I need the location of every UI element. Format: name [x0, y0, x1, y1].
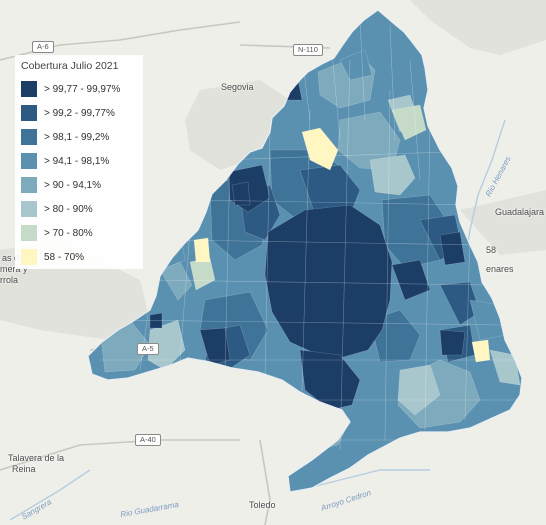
map-legend: Cobertura Julio 2021 > 99,77 - 99,97% > 9… — [15, 55, 143, 269]
municipality-area[interactable] — [339, 49, 373, 81]
place-label-rrola: rrola — [0, 275, 19, 285]
road-shield-a40: A-40 — [135, 434, 161, 446]
legend-label: > 70 - 80% — [44, 227, 93, 239]
municipality-borders — [100, 19, 520, 461]
legend-item: > 80 - 90% — [21, 197, 137, 221]
municipality-area[interactable] — [471, 339, 491, 363]
legend-item: > 70 - 80% — [21, 221, 137, 245]
municipality-area[interactable] — [489, 349, 521, 386]
municipality-area[interactable] — [439, 329, 466, 356]
municipality-area[interactable] — [391, 259, 431, 301]
municipality-area[interactable] — [264, 204, 393, 359]
legend-swatch — [21, 105, 37, 121]
municipality-area[interactable] — [193, 237, 211, 263]
place-label-mera: mera y — [0, 264, 28, 274]
municipality-area[interactable] — [391, 104, 427, 141]
place-label-talavera: Talavera de la — [8, 453, 65, 463]
place-label-talavera-2: Reina — [12, 464, 36, 474]
place-label-toledo: Toledo — [249, 500, 276, 510]
place-label-58: 58 — [486, 245, 497, 255]
legend-swatch — [21, 201, 37, 217]
legend-swatch — [21, 153, 37, 169]
road-shield-a6: A-6 — [32, 41, 54, 53]
road-shield-n110: N-110 — [293, 44, 323, 56]
legend-label: > 94,1 - 98,1% — [44, 155, 110, 167]
municipality-area[interactable] — [199, 327, 231, 366]
legend-label: > 99,2 - 99,77% — [44, 107, 115, 119]
municipality-area[interactable] — [147, 319, 186, 371]
place-label-segovia: Segovia — [221, 82, 254, 92]
legend-swatch — [21, 177, 37, 193]
municipality-area[interactable] — [369, 154, 416, 196]
legend-item: 58 - 70% — [21, 245, 137, 269]
legend-item: > 99,2 - 99,77% — [21, 101, 137, 125]
legend-swatch — [21, 225, 37, 241]
legend-title: Cobertura Julio 2021 — [21, 60, 119, 72]
legend-swatch — [21, 249, 37, 265]
legend-item: > 90 - 94,1% — [21, 173, 137, 197]
place-label-as-de: as de — [2, 253, 25, 263]
municipality-area[interactable] — [231, 181, 251, 206]
legend-label: 58 - 70% — [44, 251, 85, 263]
place-label-henares: enares — [486, 264, 514, 274]
legend-item: > 98,1 - 99,2% — [21, 125, 137, 149]
place-label-guadalajara: Guadalajara — [495, 207, 545, 217]
municipality-area[interactable] — [397, 364, 441, 416]
municipality-area[interactable] — [439, 231, 466, 266]
legend-swatch — [21, 81, 37, 97]
municipality-area[interactable] — [301, 127, 339, 171]
legend-label: > 80 - 90% — [44, 203, 93, 215]
legend-item: > 94,1 - 98,1% — [21, 149, 137, 173]
municipality-area[interactable] — [299, 164, 361, 216]
municipality-area[interactable] — [149, 312, 163, 329]
legend-item: > 99,77 - 99,97% — [21, 77, 137, 101]
legend-swatch — [21, 129, 37, 145]
legend-label: > 99,77 - 99,97% — [44, 83, 121, 95]
municipality-area[interactable] — [299, 349, 361, 411]
legend-label: > 90 - 94,1% — [44, 179, 101, 191]
legend-label: > 98,1 - 99,2% — [44, 131, 110, 143]
road-shield-a5: A-5 — [137, 343, 159, 355]
